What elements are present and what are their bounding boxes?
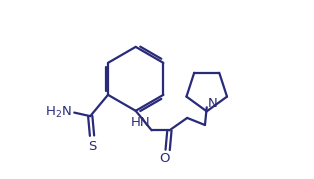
Text: S: S	[88, 140, 96, 153]
Text: N: N	[208, 97, 217, 110]
Text: H$_2$N: H$_2$N	[45, 105, 72, 120]
Text: O: O	[160, 152, 170, 165]
Text: HN: HN	[131, 116, 151, 129]
